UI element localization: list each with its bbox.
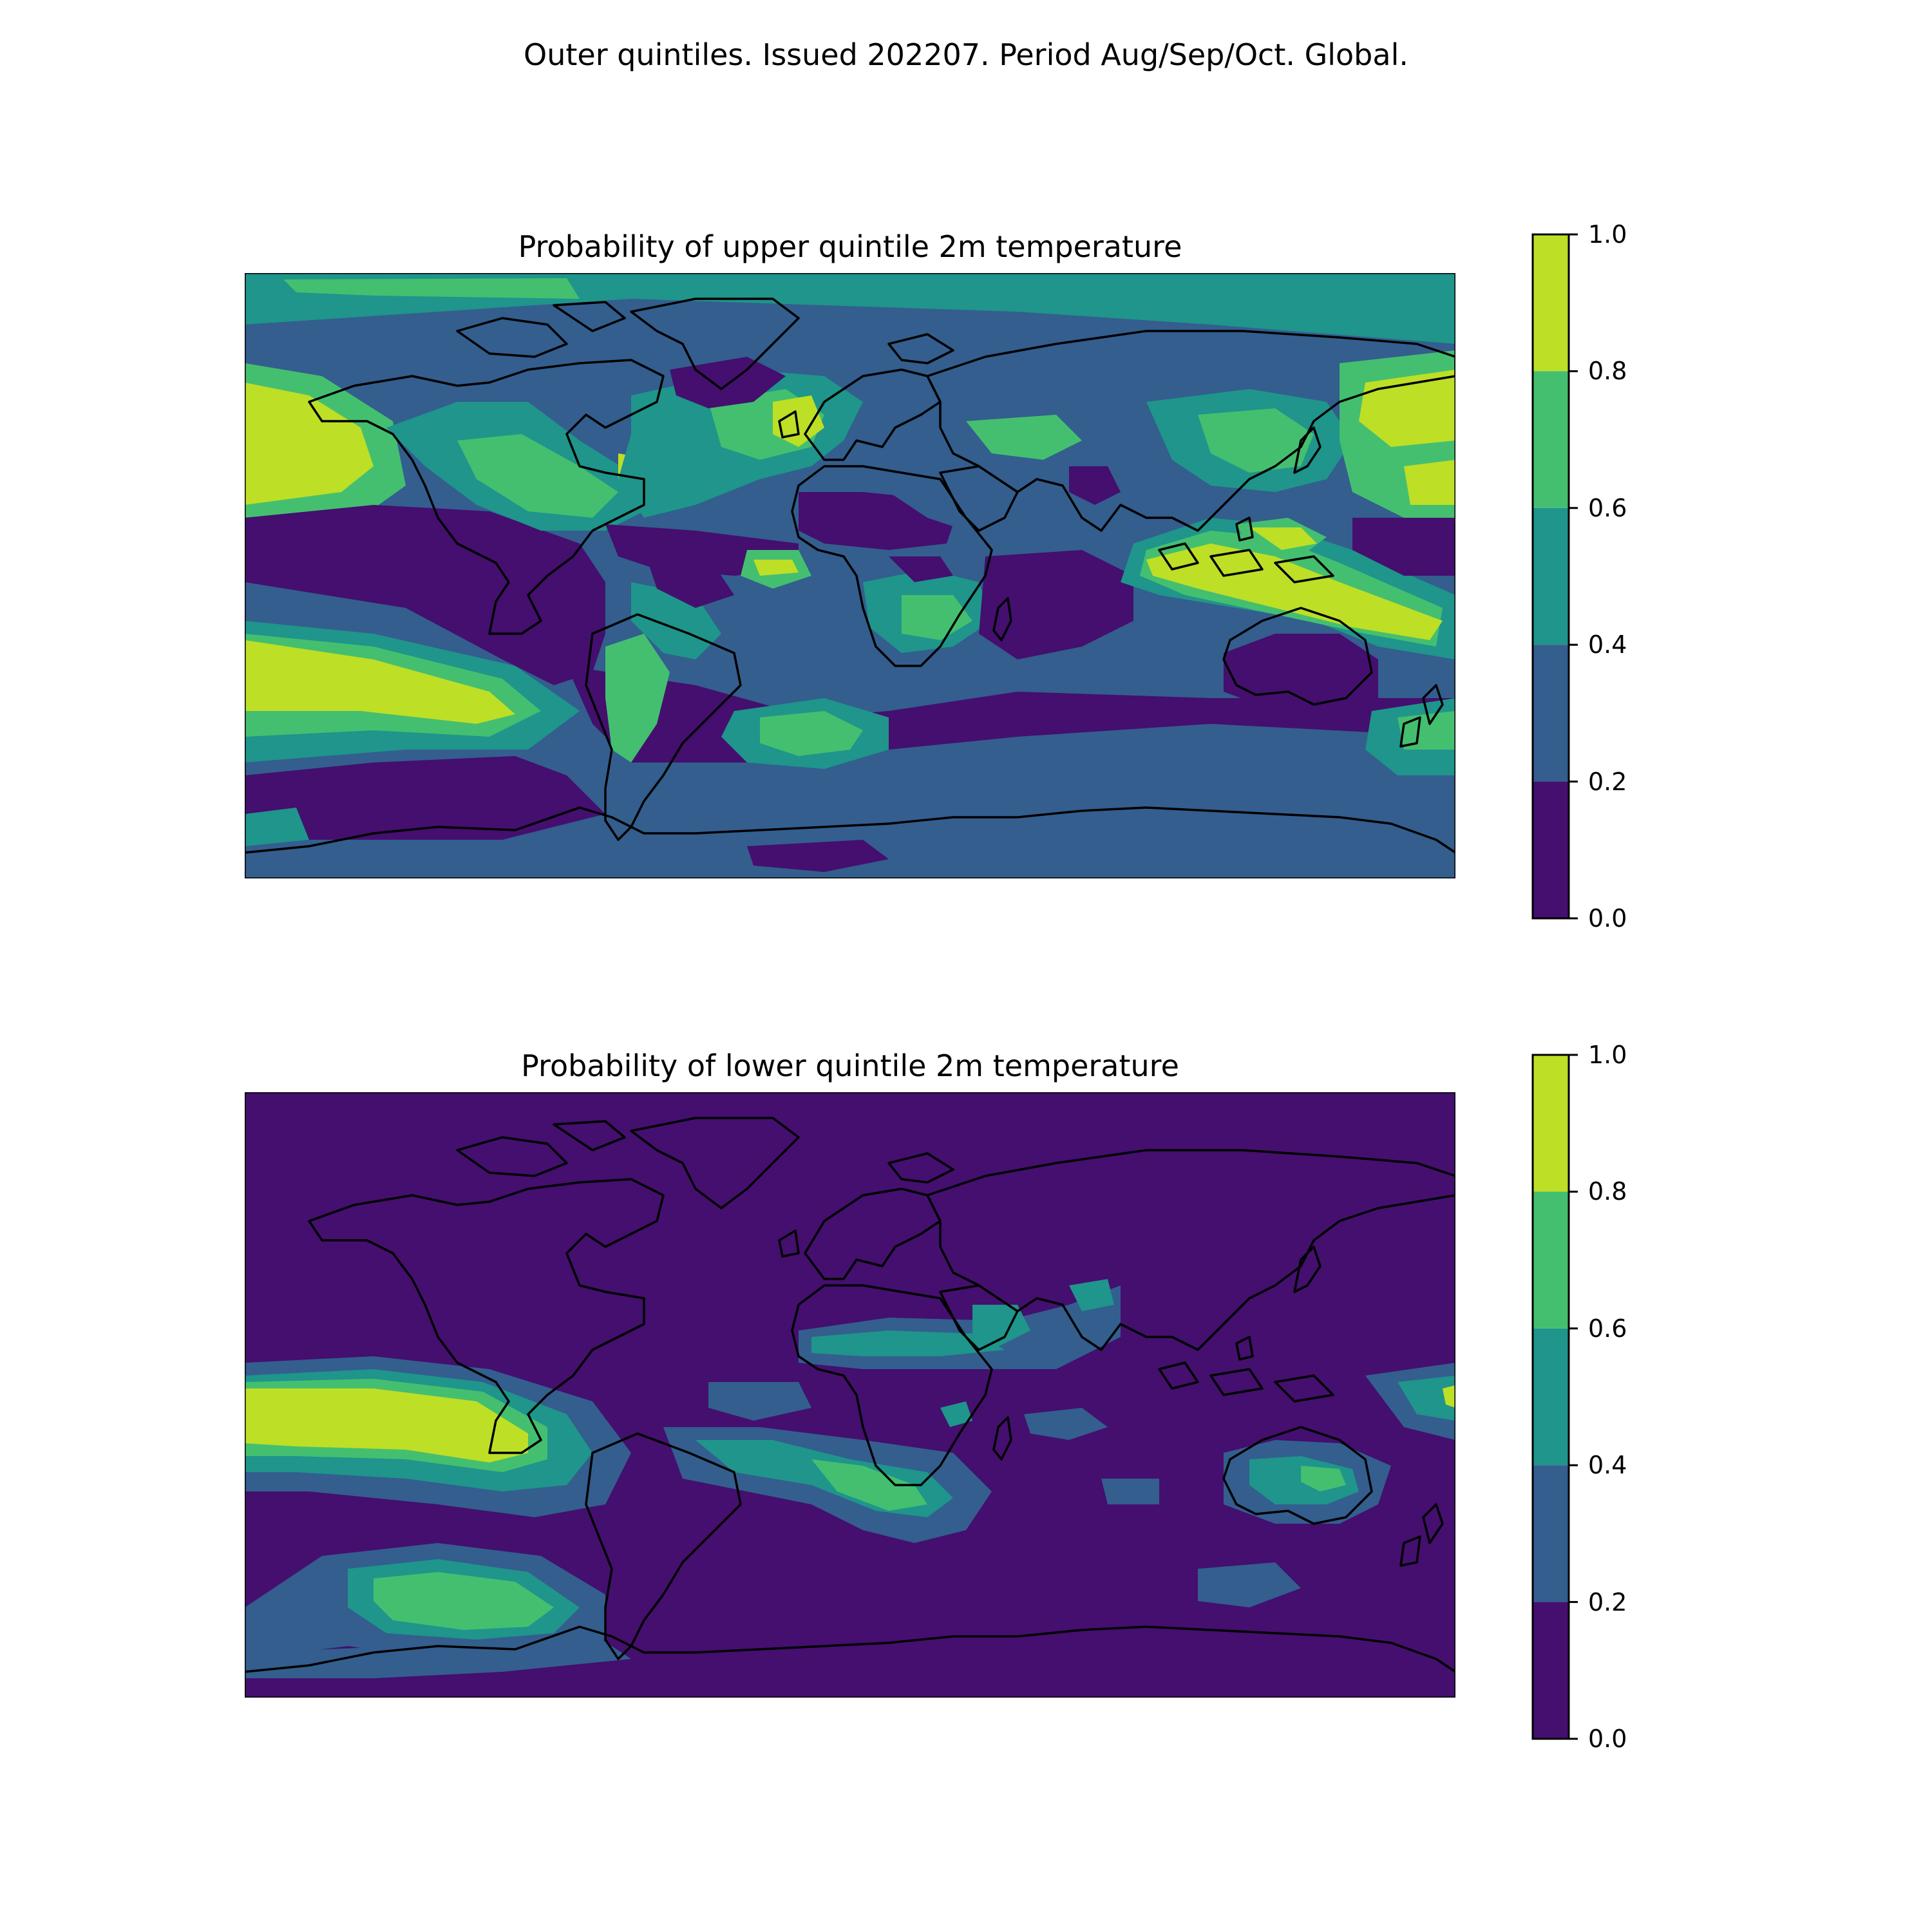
colorbar-upper-bin-2 [1533,507,1569,645]
colorbar-lower-bin-4 [1533,1055,1569,1192]
colorbar-lower-bin-0 [1533,1602,1569,1739]
colorbar-lower-svg [1531,1054,1578,1740]
lower-region-antarctic-coast [245,1633,631,1678]
colorbar-upper-tick-label: 0.8 [1588,357,1627,386]
upper-region-southern-ocean [245,756,605,840]
colorbar-lower-tick-label: 0.2 [1588,1587,1627,1616]
colorbar-upper-svg [1531,233,1578,920]
colorbar-lower-bin-2 [1533,1328,1569,1466]
upper-region-tropical-atlantic [753,560,799,576]
lower-region-southeast-pacific [245,1388,528,1463]
colorbar-lower-bin-1 [1533,1465,1569,1602]
colorbar-lower-tick-label: 0.0 [1588,1725,1627,1753]
upper-region-south-atlantic [760,711,863,756]
upper-region-arctic-green [283,278,580,299]
upper-region-tropical-pacific [245,505,605,685]
panel-upper-title: Probability of upper quintile 2m tempera… [518,229,1182,264]
colorbar-lower-tick-label: 0.6 [1588,1314,1627,1343]
colorbar-upper-bin-3 [1533,371,1569,508]
panel-upper-map [245,273,1455,878]
upper-region-north-pacific [245,383,374,505]
upper-region-maritime-continent [1146,544,1443,640]
colorbar-upper-tick-label: 0.0 [1588,904,1627,933]
upper-region-indian-ocean [979,550,1133,659]
lower-region-south-pacific-high-latitudes [374,1572,554,1630]
lower-region-southwest-pacific [1397,1376,1455,1421]
panel-lower-map [245,1092,1455,1698]
colorbar-upper-tick-label: 0.6 [1588,493,1627,522]
colorbar-upper-bin-1 [1533,645,1569,782]
colorbar-upper-bin-0 [1533,781,1569,918]
upper-region-australia [1224,634,1378,711]
colorbar-upper-tick-label: 0.4 [1588,630,1627,659]
figure-title: Outer quintiles. Issued 202207. Period A… [524,37,1408,72]
colorbar-lower-tick-label: 1.0 [1588,1041,1627,1069]
colorbar-upper-bin-4 [1533,234,1569,372]
colorbar-upper [1531,233,1578,920]
upper-region-north-atlantic [773,395,824,447]
panel-lower-title: Probability of lower quintile 2m tempera… [521,1048,1179,1083]
colorbar-lower-tick-label: 0.8 [1588,1177,1627,1206]
colorbar-upper-tick-label: 0.2 [1588,767,1627,796]
colorbar-lower [1531,1054,1578,1740]
colorbar-lower-bin-3 [1533,1191,1569,1329]
lower-region-southern-africa [811,1459,927,1511]
lower-region-sahel [811,1331,1005,1356]
upper-region-south-pacific-subtropics [245,640,515,724]
colorbar-lower-tick-label: 0.4 [1588,1451,1627,1480]
colorbar-upper-tick-label: 1.0 [1588,220,1627,249]
